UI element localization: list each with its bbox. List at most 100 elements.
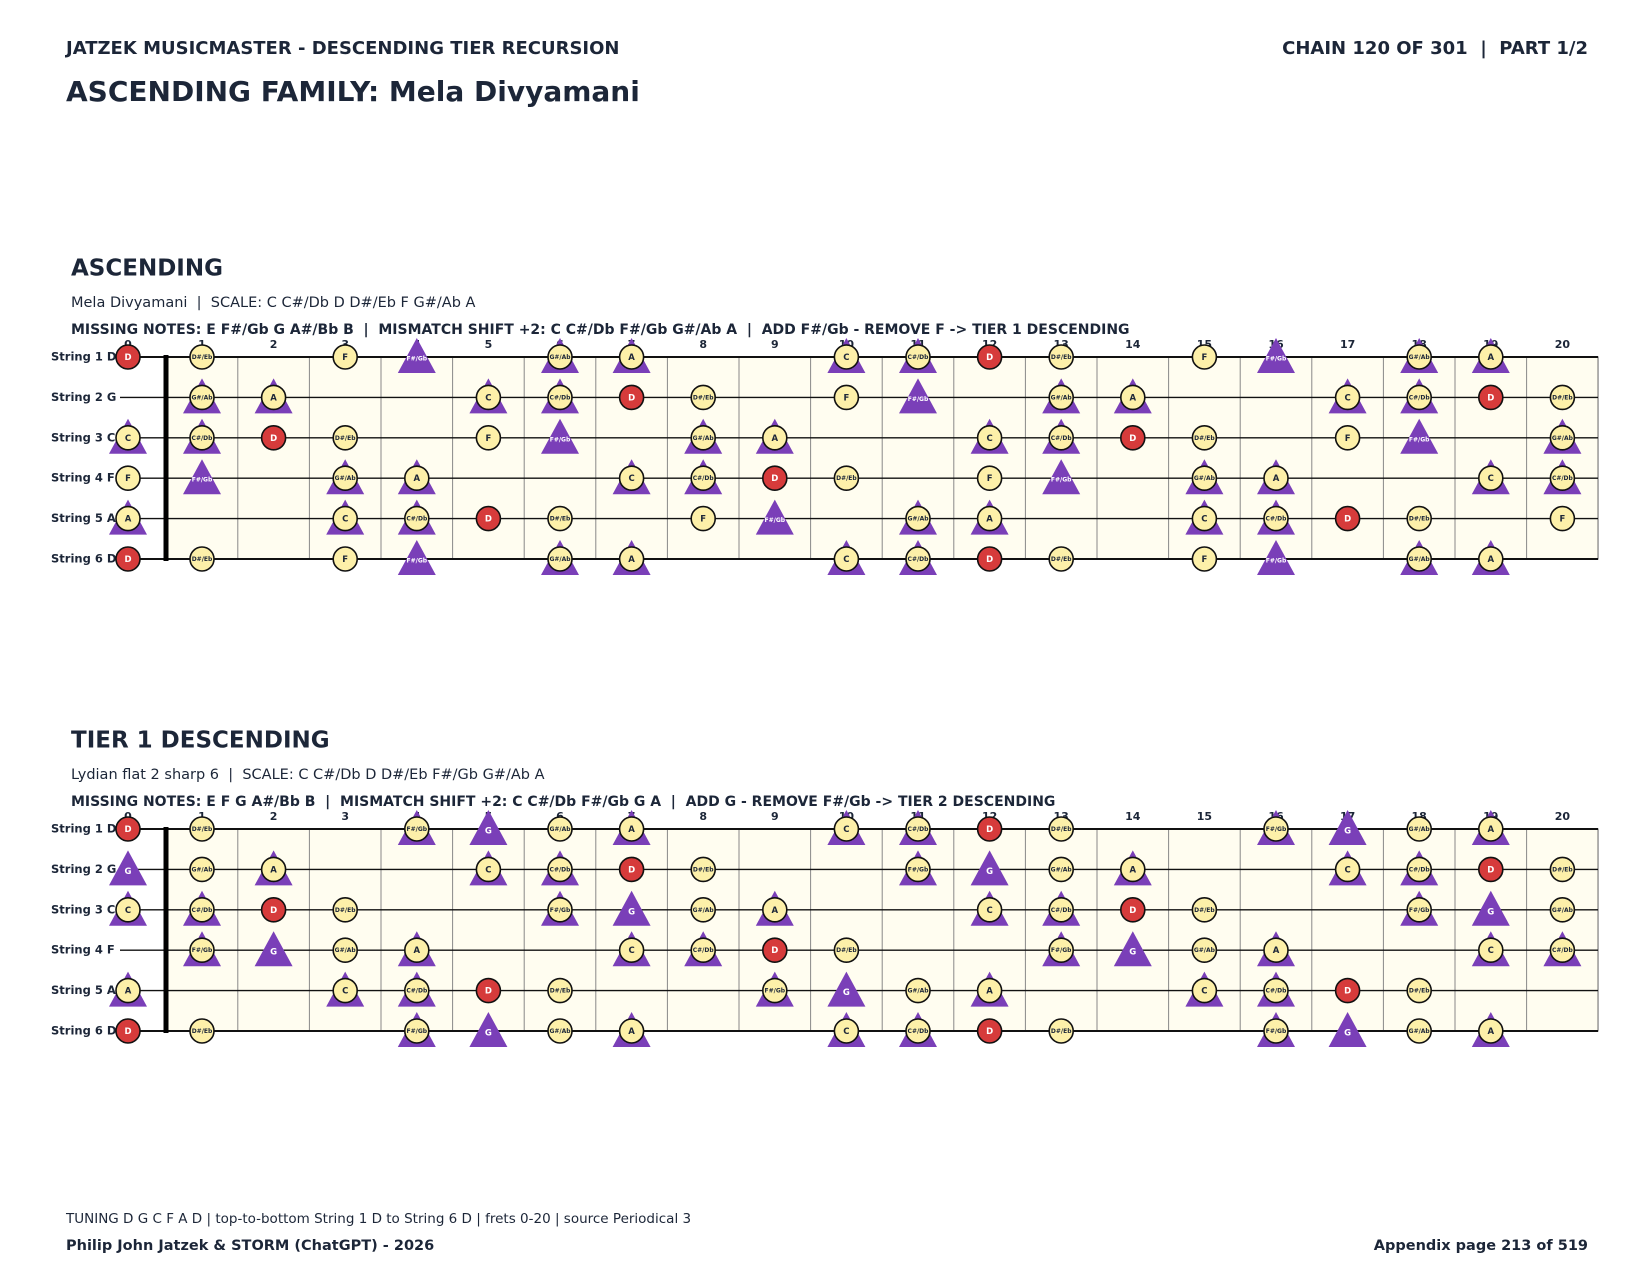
note-marker: C#/Db [1543,459,1582,495]
scale-circle [1478,816,1504,842]
note-marker: F#/Gb [1400,890,1439,926]
scale-circle [976,896,1003,923]
note-label: F#/Gb [1051,477,1072,484]
note-label: F#/Gb [765,517,786,524]
scale-circle [1549,505,1576,532]
scale-circle [475,424,502,451]
scale-circle [618,937,645,964]
note-marker: D#/Eb [547,977,573,1004]
note-marker: D [761,937,788,964]
note-marker: C [1471,459,1510,495]
note-label: C [986,434,992,444]
note-label: A [628,825,635,835]
note-label: F#/Gb [550,436,571,443]
page-title: ASCENDING FAMILY: Mela Divyamani [66,75,640,108]
note-label: D [124,555,131,565]
note-label: F#/Gb [908,396,929,403]
note-marker: C#/Db [899,810,937,845]
note-label: D#/Eb [693,394,714,401]
section-title: ASCENDING [71,256,223,282]
scale-circle [905,546,931,572]
scale-circle [690,424,717,451]
scale-circle [976,424,1003,451]
root-circle [976,816,1003,842]
note-label: G [485,1029,492,1039]
note-label: D#/Eb [1051,1028,1072,1035]
note-marker: C#/Db [541,378,579,414]
note-marker: D#/Eb [1549,856,1576,883]
note-marker: D#/Eb [1191,896,1218,923]
note-marker: A [612,540,651,575]
scale-circle [1406,856,1432,883]
note-label: G#/Ab [335,475,357,482]
scale-circle [761,424,788,451]
note-marker: D [976,816,1003,842]
scale-circle [618,816,645,842]
note-marker: F#/Gb [183,931,221,967]
note-label: G [1487,907,1494,917]
scale-circle [547,896,573,923]
note-marker: G [1328,810,1367,845]
note-label: C#/Db [406,988,428,995]
note-label: C#/Db [192,435,214,442]
note-label: D#/Eb [1051,556,1072,563]
note-marker: D [115,816,141,842]
scale-circle [1263,937,1289,964]
note-marker: D [976,546,1003,572]
note-label: C [125,906,131,916]
note-label: D#/Eb [550,988,571,995]
note-marker: G#/Ab [541,540,579,575]
string-label: String 6 D [51,552,116,566]
note-label: F [1345,434,1351,444]
root-circle [1334,505,1361,532]
note-label: D#/Eb [1051,826,1072,833]
scale-circle [332,977,359,1004]
scale-circle [1334,856,1361,883]
note-label: D#/Eb [1552,394,1573,401]
note-marker: D [618,384,645,411]
scale-circle [1478,1018,1504,1044]
fret-number: 14 [1125,810,1141,823]
note-label: G#/Ab [693,435,715,442]
note-marker: A [970,971,1009,1007]
note-marker: A [109,971,147,1007]
note-marker: A [1471,338,1510,373]
root-circle [1478,856,1504,883]
note-marker: C#/Db [684,931,723,967]
fret-number: 8 [699,338,707,351]
note-marker: F#/Gb [755,499,794,535]
note-marker: A [397,459,436,495]
root-circle [1120,896,1146,923]
note-label: C [1488,946,1494,956]
note-label: A [628,353,635,363]
scale-circle [332,344,359,370]
shift-triangle [469,810,508,845]
note-marker: G#/Ab [189,856,215,883]
note-label: C [342,515,348,525]
note-label: A [1488,353,1495,363]
footer-credit: Philip John Jatzek & STORM (ChatGPT) - 2… [66,1238,434,1254]
note-marker: G [469,810,508,845]
note-marker: G#/Ab [1406,1018,1432,1044]
note-marker: C#/Db [397,499,436,535]
note-label: G [843,988,850,998]
scale-circle [1191,546,1218,572]
section-subtitle: Mela Divyamani | SCALE: C C#/Db D D#/Eb … [71,295,476,311]
scale-circle [1406,344,1432,370]
header-left: JATZEK MUSICMASTER - DESCENDING TIER REC… [64,38,620,59]
scale-circle [403,505,430,532]
note-label: F#/Gb [908,866,929,873]
note-label: C#/Db [1552,475,1574,482]
note-label: A [1488,555,1495,565]
root-circle [475,977,502,1004]
fret-number: 2 [270,810,278,823]
note-marker: D#/Eb [833,937,860,964]
note-marker: C#/Db [1042,890,1081,926]
note-label: F [485,434,491,444]
string-label: String 3 C [51,902,115,916]
shift-triangle [1328,1012,1367,1047]
scale-circle [833,546,860,572]
note-marker: D [260,424,287,451]
scale-circle [761,896,788,923]
scale-circle [475,856,502,883]
